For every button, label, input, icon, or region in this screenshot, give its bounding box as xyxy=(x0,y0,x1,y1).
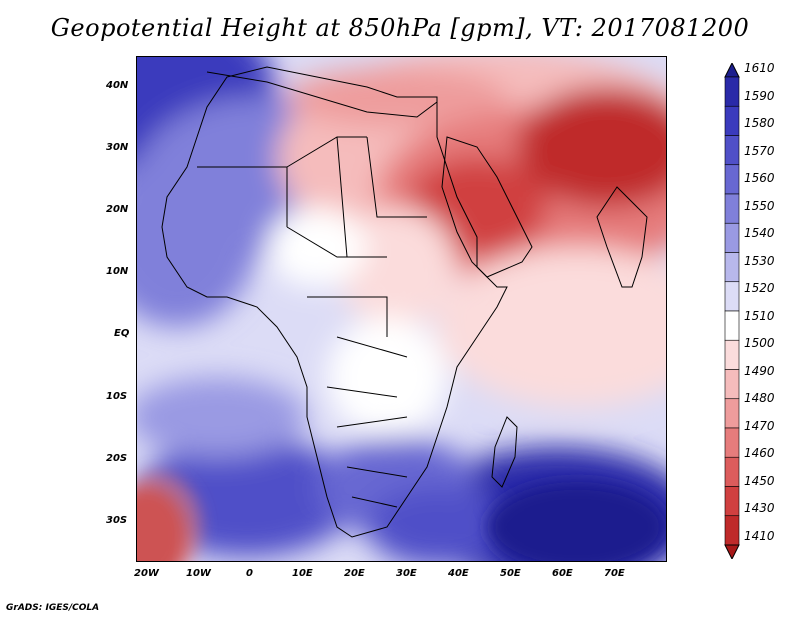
colorbar-swatch xyxy=(724,515,740,546)
colorbar-swatch xyxy=(724,252,740,283)
y-label-30s: 30S xyxy=(106,515,128,526)
map-plot-area xyxy=(136,56,667,562)
y-label-10n: 10N xyxy=(106,266,129,277)
colorbar-swatch xyxy=(724,369,740,400)
x-label-0: 0 xyxy=(246,568,253,579)
colorbar-label: 1510 xyxy=(744,308,775,323)
colorbar-label: 1430 xyxy=(744,501,775,515)
colorbar-swatch xyxy=(724,105,740,136)
colorbar-label: 1470 xyxy=(744,418,775,433)
colorbar-top-arrow xyxy=(724,63,740,78)
india-coastline xyxy=(596,186,648,288)
y-label-20s: 20S xyxy=(106,453,128,464)
colorbar-bottom-arrow xyxy=(724,544,740,559)
colorbar-swatch xyxy=(724,339,740,370)
colorbar-swatch xyxy=(724,76,740,107)
x-label-70e: 70E xyxy=(604,568,625,579)
colorbar-label: 1460 xyxy=(744,446,775,460)
colorbar-swatch xyxy=(724,164,740,195)
madagascar-coastline xyxy=(491,416,518,488)
colorbar-swatch xyxy=(724,310,740,341)
colorbar-swatch xyxy=(724,281,740,312)
colorbar-label: 1450 xyxy=(744,473,775,488)
x-label-50e: 50E xyxy=(500,568,521,579)
colorbar-label: 1590 xyxy=(744,88,775,103)
colorbar xyxy=(724,63,740,559)
geopotential-field xyxy=(137,57,666,561)
colorbar-label: 1480 xyxy=(744,391,775,405)
borders xyxy=(197,136,427,508)
colorbar-label: 1500 xyxy=(744,336,775,350)
colorbar-label: 1610 xyxy=(744,61,775,75)
colorbar-label: 1540 xyxy=(744,226,775,240)
arabia-coastline xyxy=(441,136,533,278)
y-label-eq: EQ xyxy=(114,328,130,339)
colorbar-label: 1560 xyxy=(744,171,775,185)
x-label-20w: 20W xyxy=(134,568,159,579)
y-label-40n: 40N xyxy=(106,80,129,91)
map-title: Geopotential Height at 850hPa [gpm], VT:… xyxy=(50,14,750,42)
mediterranean-coastline xyxy=(206,71,438,118)
colorbar-label: 1530 xyxy=(744,253,775,268)
grads-credit: GrADS: IGES/COLA xyxy=(6,603,100,613)
colorbar-label: 1410 xyxy=(744,528,775,543)
colorbar-swatch xyxy=(724,456,740,487)
colorbar-label: 1550 xyxy=(744,198,775,213)
colorbar-label: 1520 xyxy=(744,281,775,295)
colorbar-swatch xyxy=(724,193,740,224)
y-label-20n: 20N xyxy=(106,204,129,215)
x-label-10e: 10E xyxy=(292,568,313,579)
x-label-40e: 40E xyxy=(448,568,469,579)
x-label-60e: 60E xyxy=(552,568,573,579)
colorbar-swatch xyxy=(724,135,740,166)
colorbar-swatch xyxy=(724,427,740,458)
y-label-30n: 30N xyxy=(106,142,129,153)
x-label-10w: 10W xyxy=(186,568,211,579)
colorbar-label: 1570 xyxy=(744,143,775,158)
y-label-10s: 10S xyxy=(106,391,128,402)
colorbar-swatch xyxy=(724,222,740,253)
colorbar-swatch xyxy=(724,398,740,429)
colorbar-swatch xyxy=(724,486,740,517)
colorbar-label: 1580 xyxy=(744,116,775,130)
africa-coastline xyxy=(161,66,508,538)
x-label-20e: 20E xyxy=(344,568,365,579)
colorbar-label: 1490 xyxy=(744,363,775,378)
x-label-30e: 30E xyxy=(396,568,417,579)
